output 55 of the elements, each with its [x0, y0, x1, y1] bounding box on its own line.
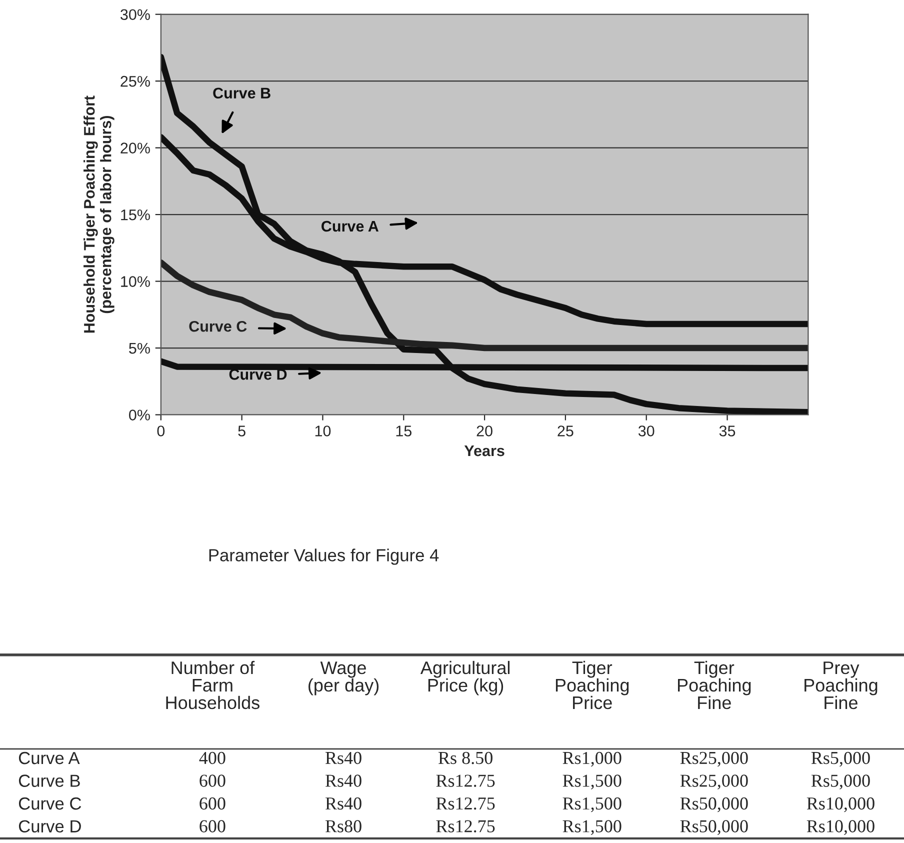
text: Rs50,000 — [680, 797, 748, 812]
category-label: Curve D — [18, 820, 81, 832]
y-axis-title: Household Tiger Poaching Effort (percentage of labor hours) — [84, 96, 114, 333]
text: Rs10,000 — [806, 797, 874, 812]
text: Rs 8.50 — [438, 752, 492, 764]
series-label: Curve A — [322, 220, 379, 232]
text: Rs25,000 — [680, 774, 748, 790]
text: Rs50,000 — [680, 820, 748, 835]
y-tick-label: 25% — [120, 76, 150, 87]
x-tick-label: 15 — [396, 426, 412, 436]
y-tick-label: 10% — [121, 276, 150, 287]
text: Rs40 — [325, 797, 362, 810]
text: 600 — [200, 774, 226, 787]
category-label: Number of Farm Households — [166, 660, 260, 710]
text: Rs1,500 — [562, 820, 622, 835]
text: Rs10,000 — [806, 820, 874, 835]
x-tick-label: 10 — [315, 426, 331, 436]
category-label: Wage (per day) — [308, 662, 379, 696]
text: Rs1,000 — [562, 752, 622, 767]
category-label: Tiger Poaching Price — [556, 660, 629, 710]
text: Rs5,000 — [811, 774, 870, 790]
y-tick-label: 0% — [129, 410, 150, 420]
text: Rs1,500 — [562, 797, 622, 812]
x-tick-label: 35 — [719, 426, 736, 436]
text: Rs5,000 — [811, 752, 870, 767]
y-tick-label: 5% — [129, 342, 150, 354]
series-label: Curve C — [189, 320, 247, 332]
text: Rs12.75 — [436, 820, 495, 832]
y-tick-label: 30% — [120, 9, 150, 20]
text: Rs40 — [325, 774, 362, 787]
x-tick-label: 5 — [238, 426, 246, 436]
text: Rs12.75 — [436, 797, 495, 810]
text: 600 — [200, 820, 226, 832]
category-label: Curve A — [18, 752, 80, 764]
category-label: Agricultural Price (kg) — [420, 660, 510, 696]
text: 400 — [199, 752, 226, 764]
category-label: Tiger Poaching Fine — [678, 660, 751, 710]
category-label: Curve C — [18, 797, 82, 810]
x-tick-label: 0 — [157, 426, 165, 436]
y-tick-label: 15% — [121, 209, 150, 220]
text: Rs40 — [325, 752, 362, 764]
x-tick-label: 20 — [476, 426, 492, 436]
text: Curve B — [213, 88, 270, 99]
x-tick-label: 30 — [638, 426, 654, 436]
text: 600 — [200, 797, 226, 810]
x-tick-label: 25 — [558, 426, 574, 436]
text: Parameter Values for Figure 4 — [209, 548, 439, 565]
category-label: Curve B — [18, 774, 80, 787]
text: Rs25,000 — [680, 752, 748, 767]
x-axis-title: Years — [464, 446, 504, 456]
text: Rs12.75 — [436, 774, 495, 787]
y-tick-label: 20% — [120, 142, 150, 154]
text: Rs1,500 — [562, 774, 622, 790]
text: Rs80 — [325, 820, 362, 832]
category-label: Prey Poaching Fine — [804, 662, 878, 710]
